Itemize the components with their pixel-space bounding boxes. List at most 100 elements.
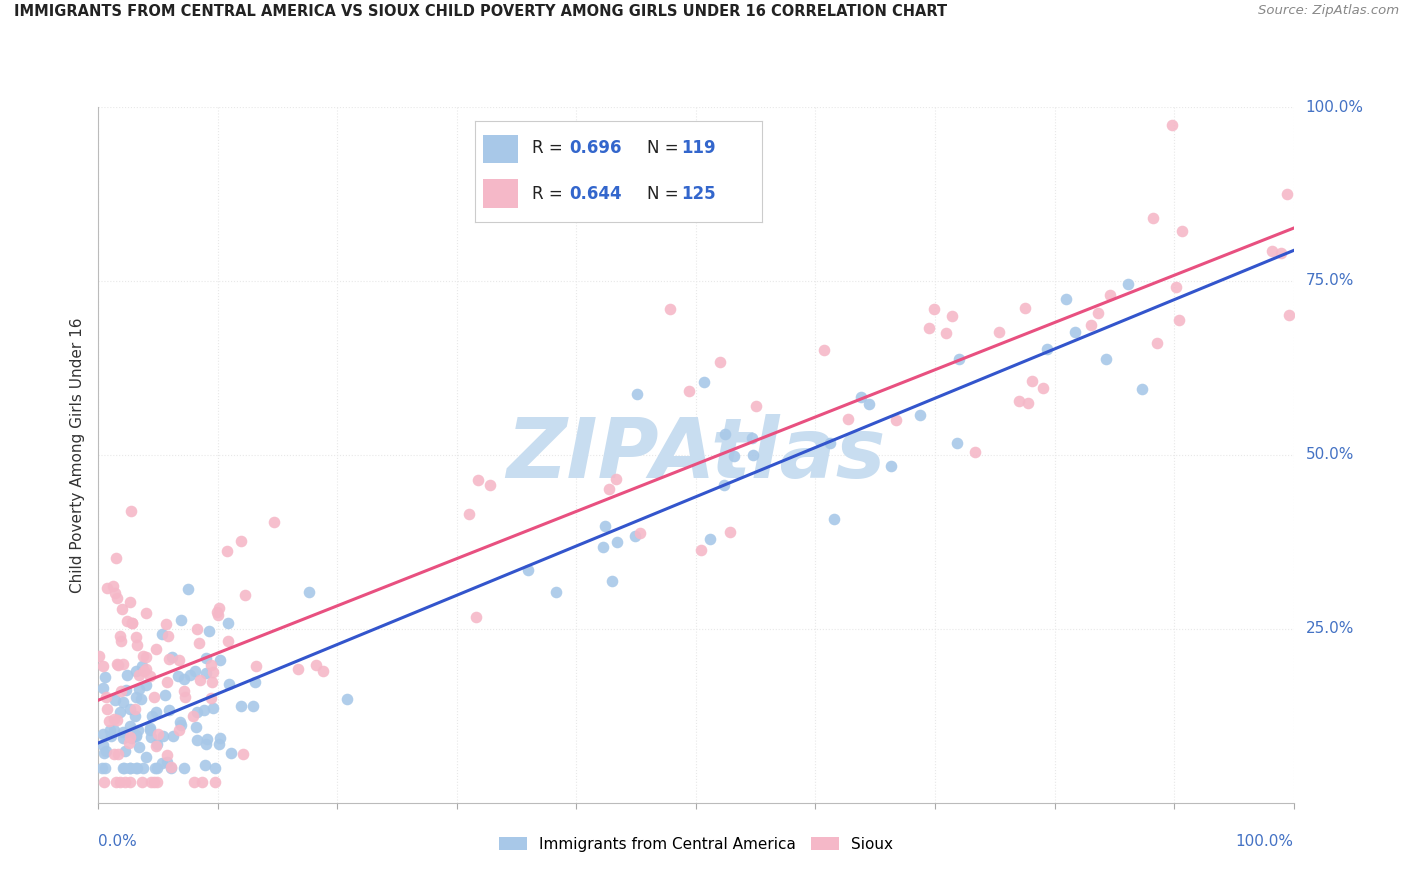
Point	[100, 729, 122, 743]
Point	[121, 731, 143, 745]
Point	[298, 585, 321, 599]
Point	[155, 616, 177, 631]
Bar	[484, 135, 517, 163]
Point	[1277, 187, 1299, 202]
Point	[112, 695, 135, 709]
Point	[94, 690, 117, 704]
Point	[195, 737, 218, 751]
Point	[813, 343, 835, 357]
Point	[598, 483, 620, 497]
Point	[111, 761, 134, 775]
Point	[1270, 245, 1292, 260]
Point	[128, 681, 150, 696]
Point	[159, 760, 181, 774]
Point	[202, 665, 225, 679]
Point	[837, 412, 859, 426]
Point	[145, 739, 167, 754]
Point	[204, 775, 226, 789]
Point	[142, 775, 165, 789]
Point	[121, 616, 143, 631]
Point	[103, 723, 125, 737]
Point	[104, 693, 127, 707]
Point	[107, 658, 129, 673]
Point	[128, 667, 150, 681]
Point	[159, 761, 181, 775]
Point	[110, 633, 132, 648]
Point	[1098, 287, 1121, 301]
Point	[218, 677, 240, 691]
Point	[517, 563, 540, 577]
Point	[146, 737, 169, 751]
Point	[200, 691, 222, 706]
Point	[152, 729, 174, 743]
Point	[114, 775, 136, 789]
Point	[125, 630, 148, 644]
Point	[186, 706, 208, 720]
Point	[124, 761, 146, 775]
Point	[200, 658, 222, 673]
Point	[132, 648, 155, 663]
Point	[918, 321, 941, 335]
Point	[626, 387, 648, 401]
Point	[1167, 313, 1189, 327]
Point	[120, 595, 142, 609]
Text: N =: N =	[647, 139, 683, 157]
Point	[101, 579, 124, 593]
Point	[120, 775, 142, 789]
Point	[713, 477, 735, 491]
Point	[188, 673, 211, 687]
Point	[169, 714, 191, 729]
Point	[231, 533, 253, 548]
Point	[1095, 351, 1118, 366]
Text: 0.696: 0.696	[569, 139, 621, 157]
Point	[1146, 335, 1168, 350]
Point	[219, 746, 242, 760]
Point	[156, 755, 179, 769]
Point	[1064, 326, 1087, 340]
Point	[135, 606, 157, 620]
Point	[243, 674, 266, 689]
Point	[208, 653, 231, 667]
Point	[135, 677, 157, 691]
Point	[742, 448, 765, 462]
Point	[194, 666, 217, 681]
Point	[91, 659, 114, 673]
Point	[709, 355, 731, 369]
Point	[145, 642, 167, 657]
Point	[115, 668, 138, 682]
Point	[121, 615, 143, 630]
Point	[87, 649, 110, 664]
Point	[115, 615, 138, 629]
Point	[135, 749, 157, 764]
Point	[118, 736, 141, 750]
Point	[118, 730, 141, 744]
Point	[184, 665, 207, 679]
Point	[105, 591, 128, 605]
Text: 50.0%: 50.0%	[1305, 448, 1354, 462]
Point	[128, 739, 150, 754]
Point	[1017, 396, 1039, 410]
Point	[823, 512, 845, 526]
Point	[208, 738, 231, 752]
Point	[194, 757, 217, 772]
Point	[1166, 280, 1188, 294]
Point	[948, 351, 970, 366]
Point	[135, 662, 157, 676]
Point	[108, 630, 131, 644]
Point	[108, 705, 131, 719]
Point	[935, 326, 957, 340]
Point	[146, 727, 169, 741]
Point	[150, 756, 173, 771]
Point	[111, 731, 134, 746]
Point	[1054, 292, 1077, 306]
Point	[858, 396, 880, 410]
Point	[1014, 301, 1036, 315]
Point	[201, 675, 224, 690]
Point	[132, 761, 155, 775]
Text: 0.0%: 0.0%	[98, 834, 138, 849]
Point	[202, 701, 225, 715]
Point	[150, 627, 173, 641]
Point	[125, 690, 148, 705]
Point	[628, 526, 651, 541]
Point	[849, 390, 872, 404]
